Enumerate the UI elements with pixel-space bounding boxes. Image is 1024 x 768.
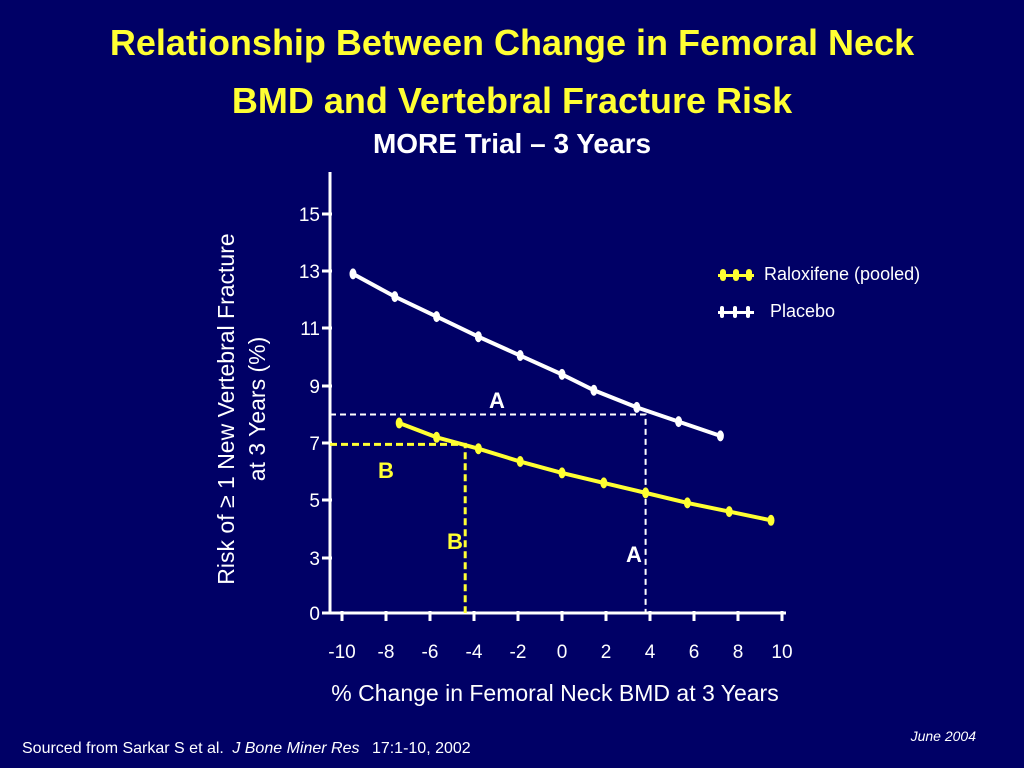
data-point-raloxifene-pooled xyxy=(642,487,650,499)
data-point-placebo xyxy=(633,401,641,413)
data-point-raloxifene-pooled xyxy=(767,514,775,526)
series-line-raloxifene-pooled xyxy=(398,421,772,523)
series-line-placebo xyxy=(352,272,722,438)
source-cite: 17:1-10, 2002 xyxy=(371,740,471,757)
data-point-raloxifene-pooled xyxy=(395,417,403,429)
data-point-raloxifene-pooled xyxy=(558,467,566,479)
annotation-a-guide xyxy=(330,413,647,613)
data-point-raloxifene-pooled xyxy=(433,431,441,443)
data-point-placebo xyxy=(516,350,524,362)
y-tick-label: 9 xyxy=(309,377,320,398)
x-tick-label: -2 xyxy=(510,642,527,663)
x-tick-label: 0 xyxy=(557,642,568,663)
data-point-placebo xyxy=(349,268,357,280)
legend-label-placebo: Placebo xyxy=(770,301,836,321)
legend-swatch-placebo xyxy=(718,305,754,319)
data-point-raloxifene-pooled xyxy=(725,506,733,518)
source-prefix: Sourced from Sarkar S et al. xyxy=(22,740,224,757)
slide-date: June 2004 xyxy=(910,728,976,744)
data-point-placebo xyxy=(590,384,598,396)
slide-title: Relationship Between Change in Femoral N… xyxy=(0,14,1024,130)
x-tick-label: 2 xyxy=(601,642,612,663)
y-tick-label: 0 xyxy=(309,604,320,625)
data-point-placebo xyxy=(675,416,683,428)
data-point-placebo xyxy=(558,368,566,380)
data-point-placebo xyxy=(391,291,399,303)
data-point-raloxifene-pooled xyxy=(683,497,691,509)
legend-swatch-raloxifene xyxy=(718,268,754,282)
x-axis-label: % Change in Femoral Neck BMD at 3 Years xyxy=(331,680,779,706)
legend-item-raloxifene: Raloxifene (pooled) xyxy=(718,264,920,285)
source-journal: J Bone Miner Res xyxy=(232,740,360,757)
x-tick-label: 6 xyxy=(689,642,700,663)
x-tick-label: 4 xyxy=(645,642,656,663)
data-point-raloxifene-pooled xyxy=(600,477,608,489)
source-citation: Sourced from Sarkar S et al. J Bone Mine… xyxy=(22,740,471,758)
x-tick-label: 8 xyxy=(733,642,744,663)
chart-subtitle: MORE Trial – 3 Years xyxy=(372,128,652,159)
annotation-a-vertical: A xyxy=(626,542,642,567)
y-tick-label: 5 xyxy=(309,491,320,512)
y-tick-label: 3 xyxy=(309,549,320,570)
title-line-2: BMD and Vertebral Fracture Risk xyxy=(231,80,793,121)
annotation-b-guide xyxy=(330,442,467,613)
legend-item-placebo: Placebo xyxy=(718,301,835,322)
data-point-raloxifene-pooled xyxy=(474,443,482,455)
data-point-placebo xyxy=(433,311,441,323)
data-point-raloxifene-pooled xyxy=(516,456,524,468)
x-tick-label: -4 xyxy=(466,642,483,663)
x-tick-label: -10 xyxy=(328,642,355,663)
y-tick-label: 7 xyxy=(309,434,320,455)
x-tick-label: -6 xyxy=(422,642,439,663)
y-tick-label: 11 xyxy=(300,319,320,340)
data-point-placebo xyxy=(716,430,724,442)
x-tick-label: -8 xyxy=(378,642,395,663)
annotation-b-horizontal: B xyxy=(378,458,394,483)
x-tick-label: 10 xyxy=(771,642,792,663)
annotation-a-horizontal: A xyxy=(489,388,505,413)
legend-label-raloxifene: Raloxifene (pooled) xyxy=(764,264,921,284)
data-point-placebo xyxy=(474,331,482,343)
y-tick-label: 15 xyxy=(299,205,320,226)
annotation-b-vertical: B xyxy=(447,529,463,554)
title-line-1: Relationship Between Change in Femoral N… xyxy=(109,22,915,63)
y-tick-label: 13 xyxy=(299,262,320,283)
